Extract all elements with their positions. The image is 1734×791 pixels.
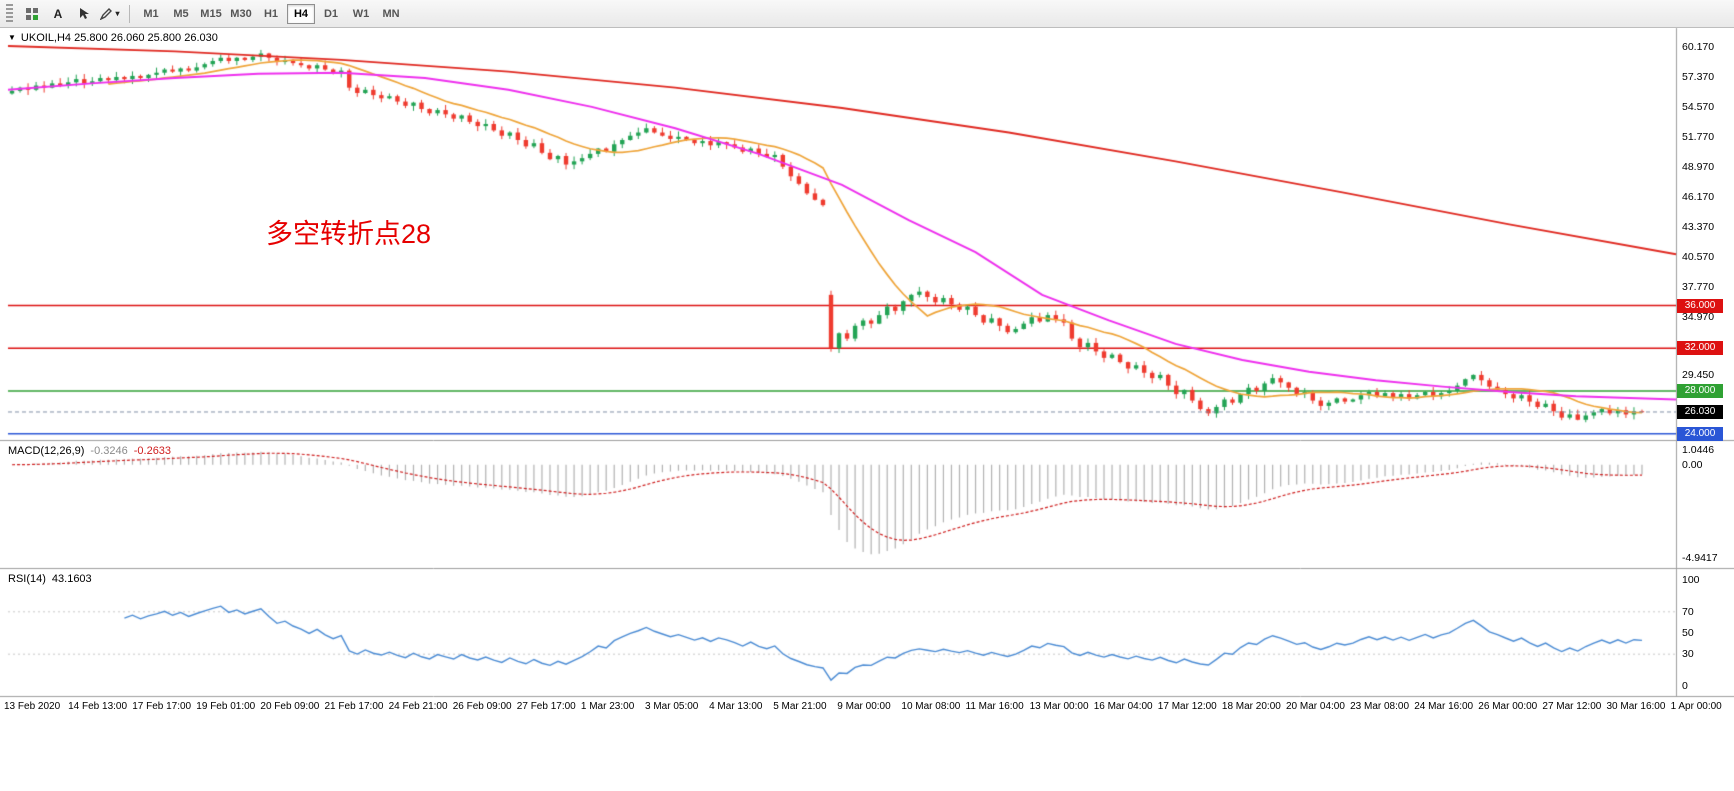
toolbar-separator [129, 4, 130, 23]
price-axis-tick: 29.450 [1682, 369, 1715, 382]
rsi-axis-tick: 30 [1682, 648, 1694, 661]
price-tag-28.000: 28.000 [1677, 383, 1723, 398]
macd-name: MACD(12,26,9) [8, 445, 85, 457]
time-axis-label: 1 Mar 23:00 [580, 701, 635, 712]
time-axis-label: 14 Feb 13:00 [68, 701, 128, 712]
time-axis-label: 26 Mar 00:00 [1478, 701, 1538, 712]
rsi-name: RSI(14) [8, 573, 46, 585]
time-axis-label: 19 Feb 01:00 [196, 701, 256, 712]
collapse-triangle-icon[interactable]: ▼ [8, 33, 16, 42]
grid-icon [26, 7, 38, 20]
time-axis-label: 26 Feb 09:00 [452, 701, 512, 712]
time-axis-label: 27 Feb 17:00 [516, 701, 576, 712]
time-axis-label: 24 Mar 16:00 [1414, 701, 1474, 712]
price-axis-tick: 34.970 [1682, 310, 1715, 323]
tf-button-H4[interactable]: H4 [287, 3, 315, 24]
time-axis-label: 5 Mar 21:00 [773, 701, 827, 712]
price-axis-tick: 48.970 [1682, 161, 1715, 173]
tf-button-M15[interactable]: M15 [197, 4, 225, 24]
macd-axis-zero: 0.00 [1682, 458, 1703, 471]
draw-tool-button[interactable]: ▾ [98, 3, 122, 25]
time-axis-label: 16 Mar 04:00 [1093, 701, 1153, 712]
current-price-tag: 26.030 [1677, 404, 1723, 419]
price-axis-tick: 43.370 [1682, 220, 1715, 233]
price-axis-tick: 54.570 [1682, 101, 1715, 114]
time-axis-label: 13 Mar 00:00 [1029, 701, 1089, 712]
price-axis-tick: 40.570 [1682, 250, 1715, 263]
tf-button-H1[interactable]: H1 [257, 4, 285, 24]
macd-label: MACD(12,26,9) -0.3246 -0.2633 [8, 445, 171, 457]
time-axis-label: 17 Feb 17:00 [132, 701, 192, 712]
pencil-icon [100, 8, 113, 20]
time-axis-label: 20 Mar 04:00 [1286, 701, 1345, 712]
time-axis-label: 17 Mar 12:00 [1157, 701, 1217, 712]
time-axis-label: 10 Mar 08:00 [901, 701, 961, 712]
rsi-label: RSI(14) 43.1603 [8, 573, 92, 585]
tf-button-W1[interactable]: W1 [347, 4, 375, 24]
rsi-axis-tick: 0 [1682, 680, 1688, 692]
tf-button-M1[interactable]: M1 [137, 4, 165, 24]
toolbar: A ▾ M1 M5 M15 M30 H1 H4 D1 W1 MN [0, 0, 1734, 28]
chart-annotation-text[interactable]: 多空转折点28 [266, 219, 432, 249]
price-tag-24.000: 24.000 [1677, 426, 1723, 441]
rsi-axis-tick: 70 [1682, 605, 1694, 618]
time-axis-label: 27 Mar 12:00 [1542, 701, 1602, 712]
price-axis-tick: 51.770 [1682, 131, 1715, 144]
time-axis-label: 13 Feb 2020 [4, 701, 61, 712]
text-annotation-button[interactable]: A [46, 3, 70, 25]
cursor-icon [80, 8, 89, 19]
time-axis-label: 11 Mar 16:00 [965, 701, 1024, 712]
price-tag-32.000: 32.000 [1677, 341, 1723, 356]
macd-main-value: -0.3246 [90, 445, 128, 457]
tile-windows-button[interactable] [20, 3, 44, 25]
time-axis-label: 21 Feb 17:00 [324, 701, 384, 712]
time-axis-label: 20 Feb 09:00 [260, 701, 320, 712]
time-axis-label: 1 Apr 00:00 [1670, 701, 1722, 712]
rsi-axis-tick: 50 [1682, 627, 1694, 639]
tf-button-D1[interactable]: D1 [317, 4, 345, 24]
dropdown-caret-icon: ▾ [115, 9, 120, 18]
time-axis-label: 3 Mar 05:00 [645, 701, 699, 712]
toolbar-drag-handle[interactable] [6, 3, 13, 24]
price-axis-tick: 37.770 [1682, 280, 1715, 293]
price-tag-36.000: 36.000 [1677, 298, 1723, 313]
time-axis-label: 23 Mar 08:00 [1350, 701, 1410, 712]
price-axis-tick: 60.170 [1682, 41, 1715, 54]
cursor-tool-button[interactable] [72, 3, 96, 25]
tf-button-M5[interactable]: M5 [167, 4, 195, 24]
time-axis-label: 30 Mar 16:00 [1606, 701, 1666, 712]
macd-axis-max: 1.0446 [1682, 444, 1715, 456]
time-axis-label: 9 Mar 00:00 [837, 701, 891, 712]
time-axis-label: 18 Mar 20:00 [1221, 701, 1281, 712]
rsi-value: 43.1603 [51, 573, 92, 585]
tf-button-MN[interactable]: MN [377, 4, 405, 24]
time-axis-label: 24 Feb 21:00 [388, 701, 448, 712]
symbol-header: ▼ UKOIL,H4 25.800 26.060 25.800 26.030 [8, 32, 218, 44]
tf-button-M30[interactable]: M30 [227, 4, 255, 24]
price-axis-tick: 57.370 [1682, 71, 1715, 84]
price-axis-tick: 46.170 [1682, 190, 1715, 203]
macd-axis-min: -4.9417 [1682, 552, 1718, 564]
timeframe-toolbar: M1 M5 M15 M30 H1 H4 D1 W1 MN [136, 3, 406, 24]
symbol-ohlc-text: UKOIL,H4 25.800 26.060 25.800 26.030 [20, 32, 218, 44]
macd-signal-value: -0.2633 [133, 445, 172, 457]
time-axis-label: 4 Mar 13:00 [709, 701, 763, 712]
rsi-axis-tick: 100 [1682, 574, 1700, 586]
